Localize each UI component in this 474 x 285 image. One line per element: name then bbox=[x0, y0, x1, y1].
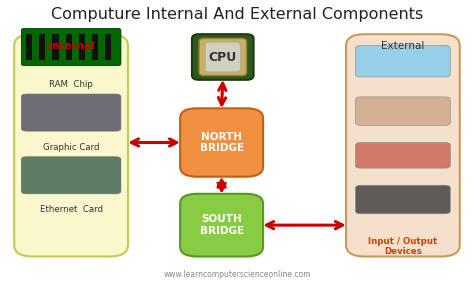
FancyBboxPatch shape bbox=[21, 28, 121, 66]
Text: NORTH
BRIDGE: NORTH BRIDGE bbox=[200, 132, 244, 153]
FancyBboxPatch shape bbox=[205, 42, 240, 72]
FancyBboxPatch shape bbox=[21, 28, 121, 66]
FancyBboxPatch shape bbox=[92, 34, 98, 60]
Text: CPU: CPU bbox=[209, 50, 237, 64]
Text: www.learncomputerscienceonline.com: www.learncomputerscienceonline.com bbox=[163, 270, 311, 279]
FancyBboxPatch shape bbox=[105, 34, 111, 60]
FancyBboxPatch shape bbox=[356, 46, 450, 77]
Text: Input / Output
Devices: Input / Output Devices bbox=[368, 237, 438, 256]
FancyBboxPatch shape bbox=[26, 34, 32, 60]
FancyBboxPatch shape bbox=[21, 157, 121, 194]
FancyBboxPatch shape bbox=[180, 108, 263, 177]
Text: Computure Internal And External Components: Computure Internal And External Componen… bbox=[51, 7, 423, 22]
FancyBboxPatch shape bbox=[180, 194, 263, 256]
FancyBboxPatch shape bbox=[199, 38, 246, 76]
Text: SOUTH
BRIDGE: SOUTH BRIDGE bbox=[200, 214, 244, 236]
FancyBboxPatch shape bbox=[356, 142, 450, 168]
FancyBboxPatch shape bbox=[79, 34, 85, 60]
Text: Internal: Internal bbox=[48, 41, 94, 51]
FancyBboxPatch shape bbox=[66, 34, 72, 60]
FancyBboxPatch shape bbox=[346, 34, 460, 256]
Text: Graphic Card: Graphic Card bbox=[43, 142, 100, 152]
FancyBboxPatch shape bbox=[192, 34, 254, 80]
FancyBboxPatch shape bbox=[21, 94, 121, 131]
FancyBboxPatch shape bbox=[39, 34, 46, 60]
FancyBboxPatch shape bbox=[53, 34, 59, 60]
FancyBboxPatch shape bbox=[356, 97, 450, 125]
FancyBboxPatch shape bbox=[356, 185, 450, 214]
Text: RAM  Chip: RAM Chip bbox=[49, 80, 93, 89]
FancyBboxPatch shape bbox=[14, 34, 128, 256]
Text: External: External bbox=[381, 41, 425, 51]
Text: Ethernet  Card: Ethernet Card bbox=[40, 205, 102, 214]
